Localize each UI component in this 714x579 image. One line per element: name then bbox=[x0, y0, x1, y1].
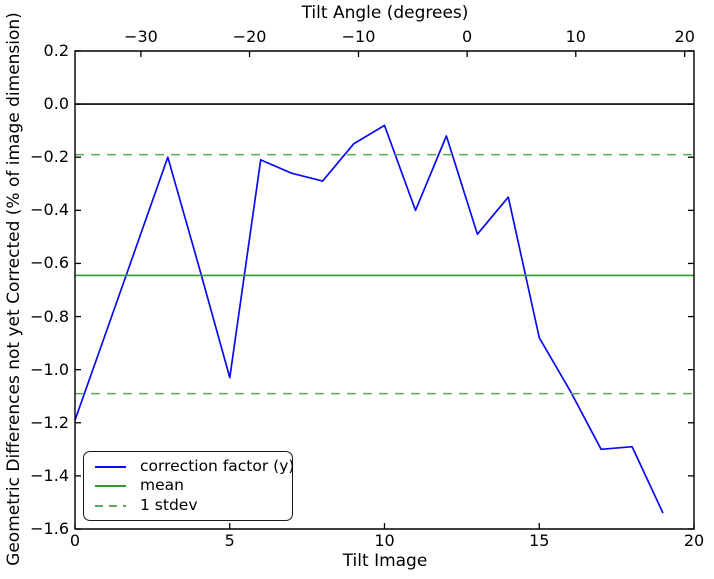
green-dashed-line-sample bbox=[95, 504, 126, 507]
x-tick-label: 20 bbox=[683, 531, 705, 550]
legend-label: mean bbox=[140, 476, 184, 495]
y-tick-label: −1.6 bbox=[30, 519, 69, 538]
legend-label: correction factor (y) bbox=[140, 456, 295, 475]
top-tick-label: −20 bbox=[232, 27, 267, 46]
blue-solid-line-sample bbox=[95, 465, 126, 468]
y-tick-label: −0.4 bbox=[30, 200, 69, 220]
legend: correction factor (y) mean 1 stdev bbox=[83, 451, 294, 521]
legend-entry-stdev: 1 stdev bbox=[95, 496, 284, 515]
top-tick-label: −10 bbox=[341, 27, 376, 46]
legend-entry-mean: mean bbox=[95, 477, 284, 496]
y-tick-label: −0.8 bbox=[30, 306, 69, 326]
x-tick-label: 5 bbox=[224, 531, 235, 550]
top-tick-label: −30 bbox=[124, 27, 158, 46]
y-tick-label: −1.0 bbox=[30, 359, 69, 379]
x-tick-label: 15 bbox=[529, 531, 550, 550]
legend-entry-correction-factor: correction factor (y) bbox=[95, 457, 294, 476]
green-solid-line-sample bbox=[95, 485, 126, 487]
y-tick-label: −1.4 bbox=[30, 465, 69, 485]
y-tick-label: −1.2 bbox=[30, 412, 69, 432]
x-tick-label: 10 bbox=[374, 531, 395, 550]
legend-label: 1 stdev bbox=[140, 495, 198, 514]
top-axis-title: Tilt Angle (degrees) bbox=[301, 3, 469, 23]
y-tick-label: −0.2 bbox=[30, 147, 69, 167]
top-tick-label: 10 bbox=[565, 27, 586, 46]
top-tick-label: 0 bbox=[462, 27, 473, 46]
top-tick-label: 20 bbox=[674, 27, 695, 46]
x-tick-label: 0 bbox=[69, 531, 81, 550]
x-axis-title: Tilt Image bbox=[342, 551, 428, 571]
y-tick-label: 0.2 bbox=[43, 41, 69, 60]
y-tick-label: −0.6 bbox=[30, 253, 69, 273]
y-tick-label: 0.0 bbox=[43, 94, 69, 114]
